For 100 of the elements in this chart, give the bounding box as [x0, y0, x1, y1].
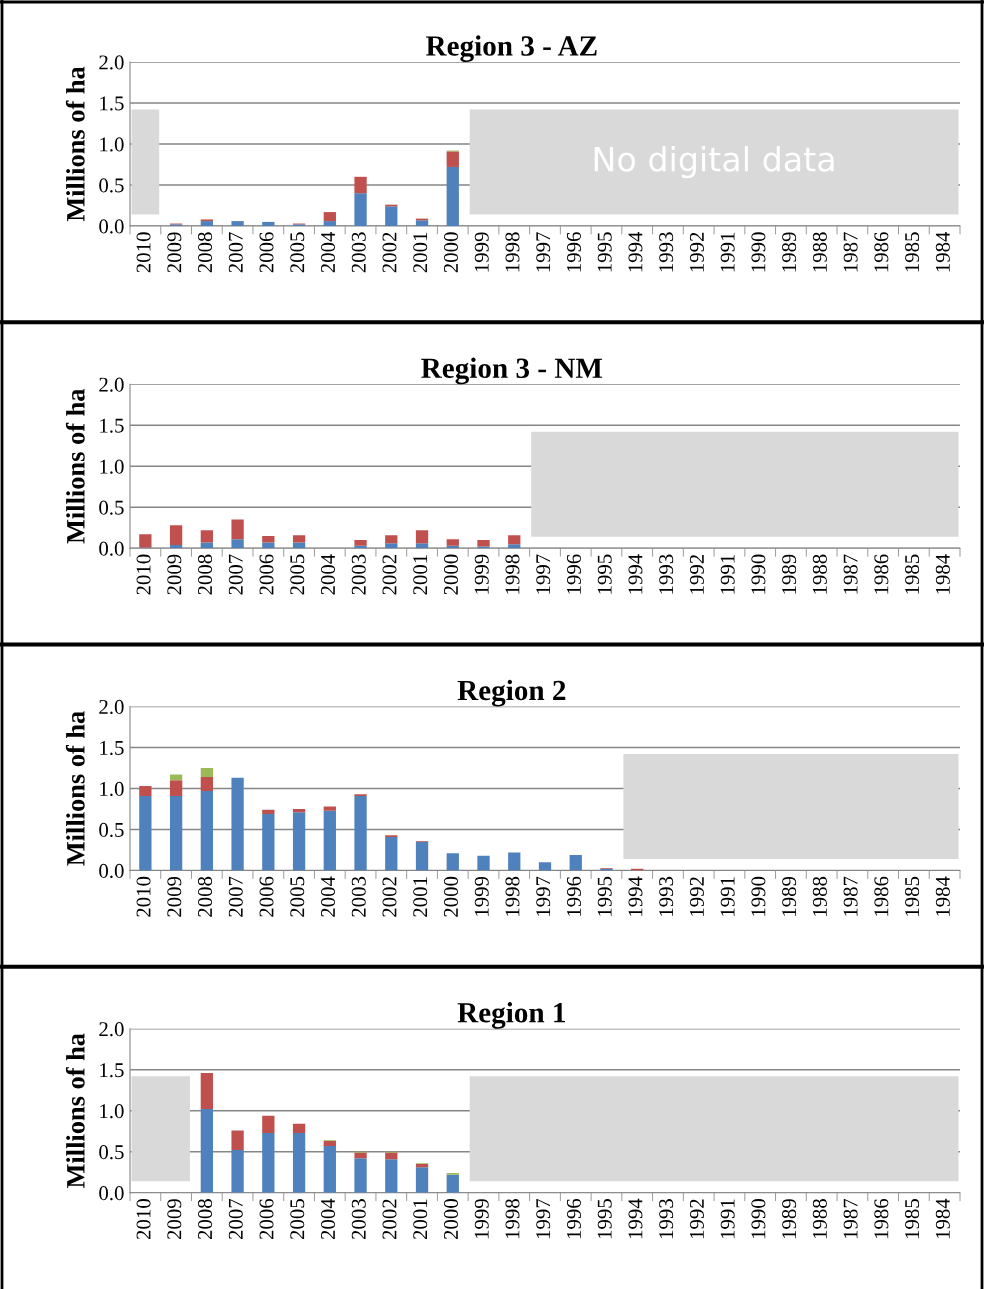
x-tick-label: 1994 — [628, 231, 643, 272]
bar — [385, 1159, 398, 1193]
x-tick-label: 2003 — [351, 876, 366, 917]
bar — [200, 221, 213, 226]
bar — [446, 539, 459, 546]
bar — [415, 220, 429, 226]
x-tick-label: 2003 — [351, 1199, 366, 1240]
bar — [231, 777, 244, 871]
x-tick-label: 2001 — [413, 1199, 428, 1240]
y-tick-label: 0.5 — [99, 178, 124, 193]
y-tick-label: 1.5 — [100, 418, 124, 433]
x-tick-label: 1988 — [812, 1199, 827, 1239]
bar — [323, 1146, 336, 1193]
x-tick-label: 1990 — [751, 1199, 766, 1239]
y-tick-label: 1.0 — [100, 459, 124, 474]
bar — [354, 193, 367, 226]
y-tick-label: 1.5 — [100, 96, 124, 111]
bar — [139, 786, 152, 796]
bar — [231, 539, 244, 549]
bar — [262, 813, 275, 871]
x-tick-label: 2010 — [136, 1199, 151, 1240]
x-tick-label: 2008 — [198, 232, 213, 273]
bar — [262, 1132, 275, 1193]
bar — [415, 543, 429, 549]
bar — [200, 530, 213, 543]
x-tick-label: 1995 — [597, 1199, 612, 1239]
x-tick-label: 1994 — [628, 1198, 643, 1239]
bar — [262, 535, 275, 543]
y-tick-label: 2.0 — [99, 55, 124, 70]
y-axis-title: Millions of ha — [65, 1033, 85, 1189]
x-tick-label: 1996 — [566, 232, 581, 272]
bar — [323, 212, 336, 222]
x-tick-label: 2002 — [382, 232, 397, 273]
bar — [477, 855, 490, 871]
bar — [231, 221, 244, 226]
bar — [169, 544, 183, 549]
x-tick-label: 2001 — [413, 877, 428, 917]
x-tick-label: 1987 — [843, 554, 858, 594]
x-tick-label: 2003 — [351, 232, 366, 273]
x-tick-label: 1998 — [505, 876, 520, 916]
y-tick-label: 0.0 — [99, 863, 124, 879]
y-tick-label: 2.0 — [99, 699, 124, 715]
bar — [415, 530, 429, 544]
y-tick-label: 1.5 — [100, 740, 124, 756]
x-tick-label: 1989 — [782, 554, 797, 594]
x-tick-label: 1997 — [536, 232, 551, 272]
x-tick-label: 1991 — [720, 555, 735, 594]
bar — [538, 862, 552, 871]
x-tick-label: 1990 — [751, 876, 766, 916]
chart-title: Region 1 — [457, 1002, 565, 1029]
x-tick-label: 1989 — [782, 1199, 797, 1239]
y-tick-label: 2.0 — [99, 1022, 124, 1037]
x-tick-label: 2008 — [198, 876, 213, 917]
x-tick-label: 2007 — [228, 876, 243, 917]
x-tick-label: 1992 — [689, 554, 704, 594]
bar — [262, 809, 275, 814]
x-tick-label: 2006 — [259, 554, 274, 595]
y-tick-label: 0.0 — [99, 1186, 124, 1201]
bar — [292, 1123, 306, 1133]
x-tick-label: 2005 — [290, 876, 305, 917]
bar — [385, 836, 398, 871]
x-tick-label: 1984 — [935, 876, 950, 916]
y-axis-title: Millions of ha — [65, 66, 85, 222]
x-tick-label: 1987 — [843, 1198, 858, 1239]
y-axis-title: Millions of ha — [65, 711, 85, 866]
bar — [446, 166, 459, 226]
bar — [169, 780, 183, 796]
y-axis-title: Millions of ha — [65, 388, 85, 544]
x-tick-label: 1999 — [474, 232, 489, 272]
x-tick-label: 2007 — [228, 554, 243, 595]
chart-title: Region 3 - AZ — [426, 35, 597, 62]
x-tick-label: 1994 — [628, 554, 643, 594]
x-tick-label: 1988 — [812, 876, 827, 916]
y-tick-label: 0.0 — [99, 541, 124, 556]
x-tick-label: 2004 — [320, 231, 336, 273]
bar — [139, 534, 152, 548]
x-tick-label: 2010 — [136, 876, 151, 917]
x-tick-label: 1999 — [474, 554, 489, 594]
x-tick-label: 2000 — [443, 554, 458, 595]
x-tick-label: 2001 — [413, 232, 428, 273]
x-tick-label: 2000 — [443, 876, 458, 917]
bar — [385, 206, 398, 226]
y-tick-label: 0.5 — [99, 822, 124, 838]
x-tick-label: 1991 — [720, 232, 735, 272]
y-tick-label: 1.5 — [100, 1063, 124, 1078]
x-tick-label: 1996 — [566, 876, 581, 916]
bar — [323, 806, 336, 811]
x-tick-label: 1993 — [659, 1199, 674, 1239]
x-tick-label: 1992 — [689, 232, 704, 272]
x-tick-label: 2009 — [167, 876, 182, 917]
x-tick-label: 1999 — [474, 876, 489, 916]
x-tick-label: 1993 — [659, 554, 674, 594]
bar — [292, 1132, 306, 1193]
x-tick-label: 1987 — [843, 232, 858, 272]
x-tick-label: 1986 — [874, 876, 889, 916]
x-tick-label: 1997 — [536, 876, 551, 916]
x-tick-label: 2000 — [443, 1199, 458, 1240]
x-tick-label: 1984 — [935, 231, 950, 272]
x-tick-label: 2009 — [167, 232, 182, 273]
chart-title: Region 3 - NM — [421, 357, 603, 385]
